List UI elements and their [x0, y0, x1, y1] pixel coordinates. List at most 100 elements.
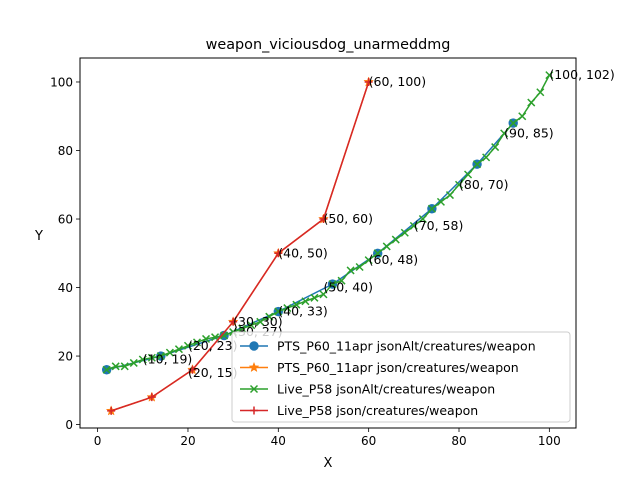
point-annotation: (90, 85) [504, 125, 554, 140]
data-point-series-3 [256, 317, 265, 326]
point-annotation: (20, 15) [188, 365, 238, 380]
point-annotations: (10, 19)(20, 23)(20, 15)(30, 30)(30, 27)… [143, 67, 615, 380]
data-point-series-3 [174, 345, 183, 354]
data-point-series-3 [527, 98, 536, 107]
y-tick-label: 0 [65, 418, 73, 432]
data-point-series-3 [509, 119, 518, 128]
point-annotation: (60, 48) [369, 252, 419, 267]
data-point-series-3 [328, 280, 337, 289]
data-point-series-4 [229, 317, 238, 326]
data-point-series-3 [192, 338, 202, 347]
y-tick-label: 60 [58, 212, 73, 226]
legend-entry-label: PTS_P60_11apr jsonAlt/creatures/weapon [277, 339, 536, 354]
data-point-series-3 [220, 331, 229, 340]
data-point-series-3 [454, 180, 464, 189]
data-point-series-3 [427, 204, 436, 213]
data-point-series-3 [102, 365, 111, 374]
point-annotation: (40, 50) [278, 245, 328, 260]
data-point-series-3 [409, 221, 418, 230]
y-tick-label: 100 [50, 75, 73, 89]
x-tick-label: 40 [271, 434, 286, 448]
data-point-series-3 [238, 324, 247, 333]
data-point-series-3 [202, 334, 211, 343]
data-point-series-3 [373, 249, 382, 258]
data-point-series-3 [274, 307, 283, 316]
data-point-series-3 [265, 312, 274, 321]
data-point-series-3 [482, 153, 491, 162]
point-annotation: (70, 58) [414, 218, 464, 233]
data-point-series-3 [464, 170, 473, 179]
chart-marks [101, 71, 554, 416]
data-point-series-3 [120, 362, 129, 371]
data-point-series-3 [500, 129, 509, 138]
data-point-series-3 [183, 341, 192, 350]
x-axis-ticks: 0 20 40 60 80 100 [94, 428, 561, 448]
data-point-series-3 [319, 290, 328, 299]
point-annotation: (30, 30) [233, 314, 283, 329]
x-axis-label: X [324, 456, 333, 471]
data-point-series-3 [111, 362, 120, 371]
data-point-series-3 [518, 112, 527, 121]
y-tick-label: 40 [58, 281, 73, 295]
point-annotation: (40, 33) [278, 304, 328, 319]
point-annotation: (20, 23) [188, 338, 238, 353]
data-point-series-3 [310, 293, 319, 302]
point-annotation: (50, 40) [323, 280, 373, 295]
y-axis-label: Y [34, 229, 43, 244]
data-point-series-3 [436, 197, 445, 206]
x-tick-label: 100 [538, 434, 561, 448]
y-axis-ticks: 0 20 40 60 80 100 [50, 75, 80, 432]
plot-frame [79, 57, 577, 429]
legend-entry-label: Live_P58 jsonAlt/creatures/weapon [277, 382, 495, 397]
data-point-series-4 [364, 77, 373, 86]
data-point-series-4 [107, 406, 116, 415]
x-tick-label: 0 [94, 434, 102, 448]
data-point-series-4 [319, 215, 328, 224]
data-point-series-3 [138, 355, 147, 364]
legend-entry-label: PTS_P60_11apr json/creatures/weapon [277, 360, 519, 375]
legend-entry-label: Live_P58 json/creatures/weapon [277, 403, 478, 418]
data-point-series-3 [418, 214, 427, 224]
data-point-series-4 [274, 249, 283, 258]
data-point-series-3 [391, 235, 400, 244]
legend: PTS_P60_11apr jsonAlt/creatures/weapon PT… [231, 331, 571, 423]
data-point-series-3 [364, 256, 373, 265]
chart-title: weapon_viciousdog_unarmeddmg [206, 37, 451, 53]
legend-box [231, 331, 571, 423]
legend-swatch-marker [250, 406, 258, 415]
data-point-series-3 [165, 348, 174, 357]
point-annotation: (80, 70) [459, 177, 509, 192]
data-point-series-3 [545, 71, 554, 80]
data-point-series-3 [382, 242, 391, 251]
data-point-series-3 [156, 352, 165, 361]
data-point-series-3 [283, 304, 292, 313]
data-point-series-3 [147, 353, 156, 362]
y-tick-label: 20 [58, 349, 73, 363]
data-point-series-3 [301, 297, 310, 306]
point-annotation: (100, 102) [549, 67, 614, 82]
data-point-series-3 [491, 143, 500, 152]
data-point-series-3 [346, 266, 355, 275]
point-annotation: (60, 100) [369, 74, 426, 89]
data-point-series-3 [473, 160, 482, 169]
legend-swatch-marker [249, 341, 259, 351]
legend-swatch-marker [249, 384, 259, 394]
legend-swatch-marker [248, 361, 260, 373]
data-point-series-3 [445, 191, 454, 200]
data-point-series-3 [129, 358, 138, 367]
data-point-series-3 [247, 321, 256, 330]
data-point-series-3 [292, 300, 301, 309]
x-tick-label: 60 [361, 434, 376, 448]
data-point-series-4 [188, 365, 197, 374]
data-point-series-3 [337, 276, 346, 285]
x-tick-label: 80 [451, 434, 466, 448]
data-point-series-3 [536, 88, 545, 97]
y-tick-label: 80 [58, 144, 73, 158]
point-annotation: (50, 60) [323, 211, 373, 226]
data-point-series-3 [400, 228, 409, 237]
x-tick-label: 20 [180, 434, 195, 448]
point-annotation: (10, 19) [143, 351, 193, 366]
data-point-series-4 [147, 393, 156, 402]
data-point-series-3 [355, 262, 364, 272]
